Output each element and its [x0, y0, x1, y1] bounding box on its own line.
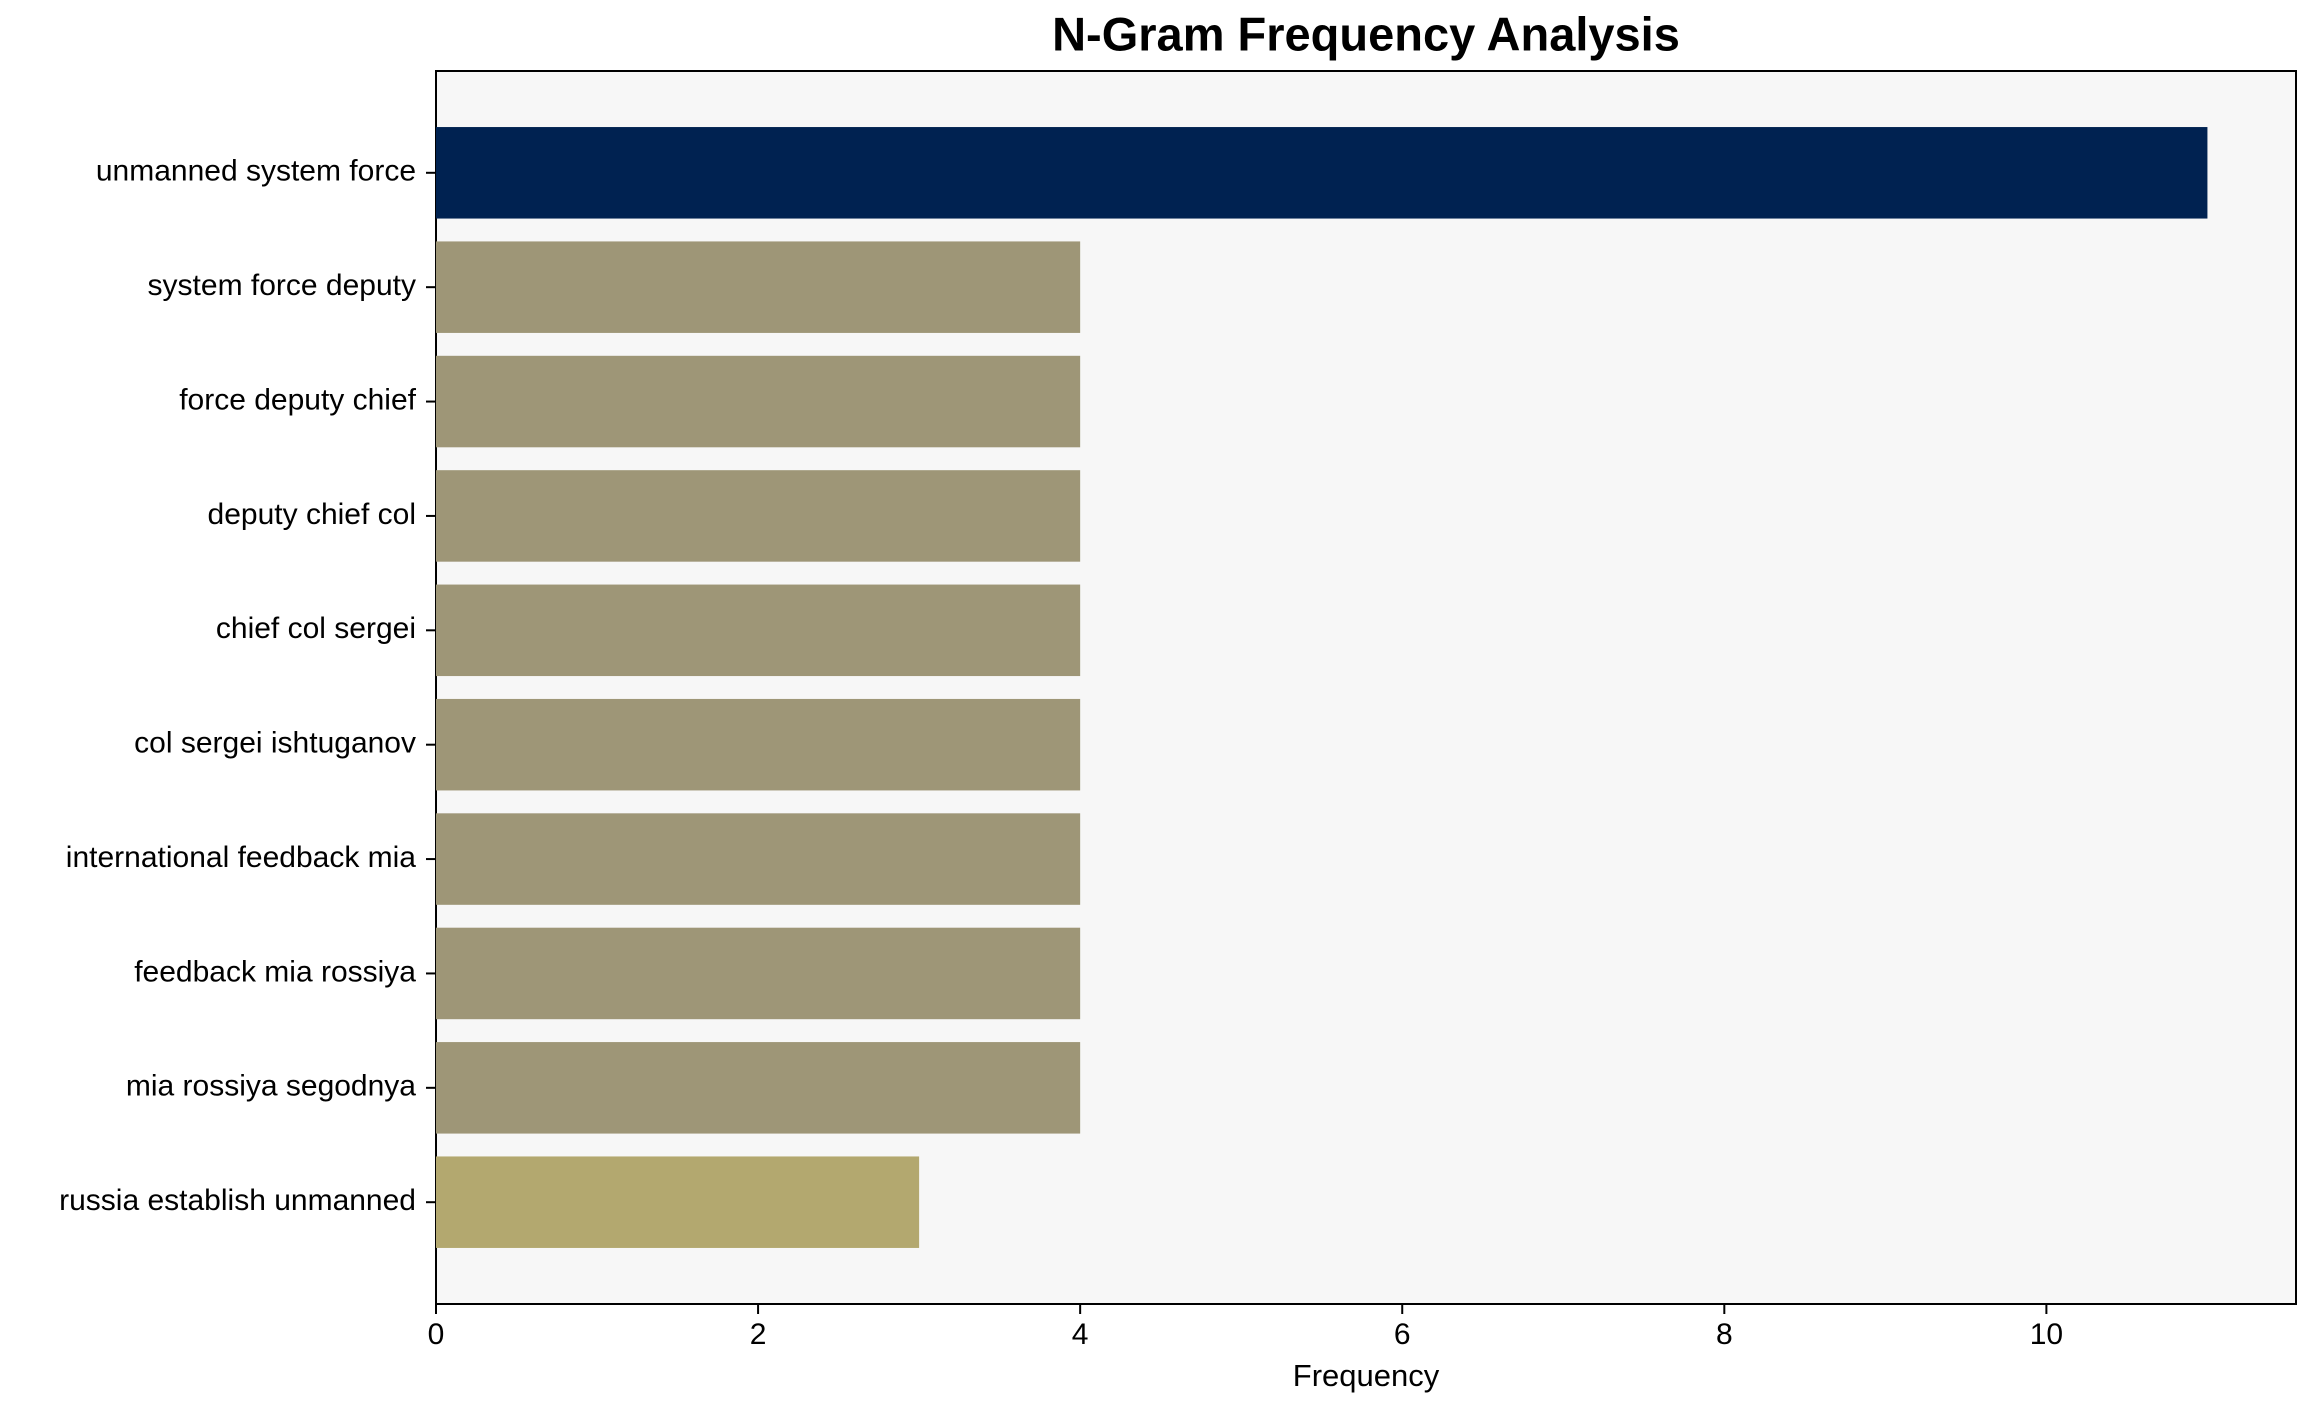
bar	[436, 241, 1081, 333]
bar	[436, 1156, 920, 1248]
y-tick-label: feedback mia rossiya	[134, 955, 416, 988]
x-tick-label: 6	[1394, 1318, 1411, 1351]
x-tick-label: 8	[1716, 1318, 1733, 1351]
y-tick-label: system force deputy	[148, 269, 416, 302]
bar	[436, 927, 1081, 1020]
y-tick-label: deputy chief col	[208, 498, 416, 531]
x-tick-label: 10	[2030, 1318, 2063, 1351]
y-tick-label: mia rossiya segodnya	[126, 1070, 416, 1103]
y-tick-label: chief col sergei	[216, 612, 416, 645]
x-axis-label: Frequency	[1293, 1358, 1440, 1393]
x-tick-label: 2	[750, 1318, 767, 1351]
bar	[436, 698, 1081, 791]
y-tick-label: international feedback mia	[66, 841, 417, 874]
y-tick-label: force deputy chief	[179, 383, 416, 416]
x-tick-label: 0	[428, 1318, 445, 1351]
bar	[436, 470, 1081, 562]
bar	[436, 813, 1081, 905]
bar	[436, 584, 1081, 677]
x-tick-label: 4	[1072, 1318, 1089, 1351]
bar	[436, 1042, 1081, 1134]
bar	[436, 355, 1081, 448]
bar	[436, 127, 2208, 219]
y-tick-label: russia establish unmanned	[59, 1184, 416, 1217]
chart-title: N-Gram Frequency Analysis	[1052, 7, 1680, 60]
y-tick-label: unmanned system force	[96, 155, 416, 188]
y-tick-label: col sergei ishtuganov	[134, 727, 416, 760]
